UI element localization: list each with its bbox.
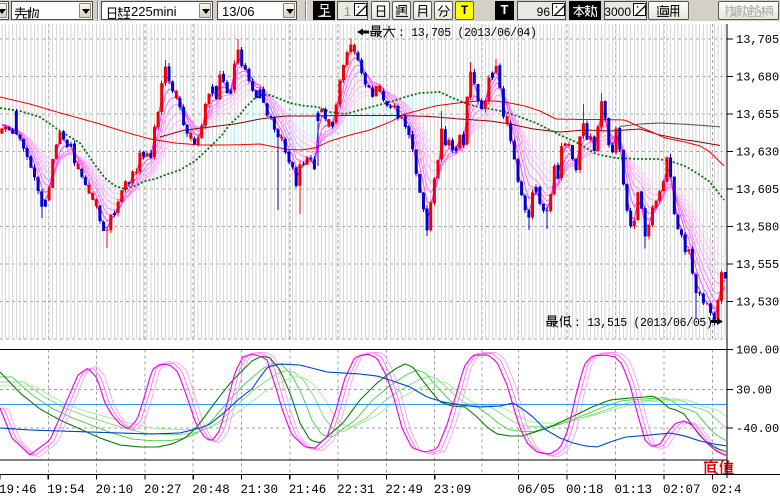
- svg-text:06/05: 06/05: [518, 483, 556, 497]
- svg-text:00:18: 00:18: [566, 483, 604, 497]
- svg-text:02:4: 02:4: [712, 483, 742, 497]
- svg-text:20:27: 20:27: [144, 483, 182, 497]
- svg-text:13,680: 13,680: [736, 70, 779, 84]
- svg-text:13,555: 13,555: [736, 258, 779, 272]
- svg-text:19:46: 19:46: [0, 483, 37, 497]
- svg-text:21:46: 21:46: [289, 483, 327, 497]
- svg-text:13,630: 13,630: [736, 145, 779, 159]
- svg-text:13,655: 13,655: [736, 108, 779, 122]
- svg-text:: 13,705 (2013/06/04): : 13,705 (2013/06/04): [398, 27, 537, 40]
- svg-text:02:07: 02:07: [663, 483, 701, 497]
- svg-text:13,580: 13,580: [736, 220, 779, 234]
- svg-text:13,530: 13,530: [736, 295, 779, 309]
- svg-text:13,605: 13,605: [736, 183, 779, 197]
- svg-text:13,705: 13,705: [736, 33, 779, 47]
- svg-text:22:49: 22:49: [385, 483, 423, 497]
- svg-text:-40.00: -40.00: [736, 422, 779, 436]
- svg-text:23:09: 23:09: [434, 483, 472, 497]
- svg-text:22:31: 22:31: [337, 483, 375, 497]
- svg-text:21:30: 21:30: [241, 483, 279, 497]
- svg-text:20:48: 20:48: [192, 483, 230, 497]
- svg-text:20:10: 20:10: [96, 483, 134, 497]
- svg-text:100.00: 100.00: [736, 344, 779, 358]
- svg-text:: 13,515 (2013/06/05): : 13,515 (2013/06/05): [574, 317, 713, 330]
- svg-text:01:13: 01:13: [615, 483, 653, 497]
- svg-text:30.00: 30.00: [736, 383, 772, 397]
- svg-text:19:54: 19:54: [47, 483, 85, 497]
